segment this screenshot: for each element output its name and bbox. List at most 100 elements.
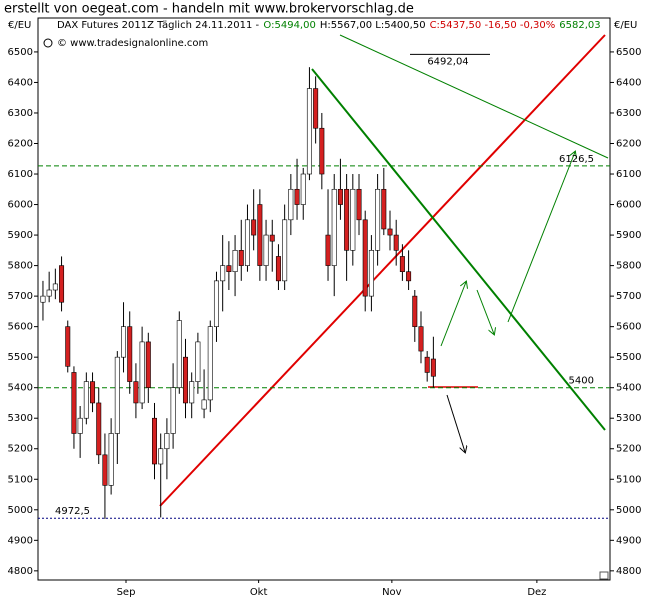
candle-body xyxy=(257,204,263,266)
candle-body xyxy=(127,326,133,382)
candle-body xyxy=(46,289,52,297)
y-tick-label: 5100 xyxy=(8,474,33,485)
candle-body xyxy=(344,188,350,251)
candle-body xyxy=(139,341,145,404)
resistance-trendline xyxy=(311,68,606,431)
candle-body xyxy=(393,234,399,251)
candle-body xyxy=(152,417,158,465)
x-tick-label: Nov xyxy=(382,587,402,598)
candle-body xyxy=(226,265,232,273)
candle-body xyxy=(189,381,195,404)
source: © www.tradesignalonline.com xyxy=(57,38,208,49)
y2-tick-label: 5900 xyxy=(616,230,641,241)
candle-body xyxy=(77,417,83,434)
candle-body xyxy=(418,326,424,352)
candle-body xyxy=(300,173,306,205)
candle-body xyxy=(375,188,381,251)
candle-body xyxy=(313,88,319,129)
candle-body xyxy=(207,326,213,401)
level-label: 4972,5 xyxy=(55,506,90,517)
candle-body xyxy=(182,356,188,404)
y2-tick-label: 6200 xyxy=(616,138,641,149)
candle-body xyxy=(306,88,312,175)
candle-body xyxy=(195,341,201,382)
candle-body xyxy=(263,234,269,266)
candle-body xyxy=(158,448,164,465)
y-tick-label: 6000 xyxy=(8,200,33,211)
candle-body xyxy=(65,326,71,367)
legend: DAX Futures 2011Z Täglich 24.11.2011 - O:… xyxy=(57,20,601,31)
candle-body xyxy=(201,399,207,410)
y-tick-label: 5000 xyxy=(8,505,33,516)
y2-tick-label: 4800 xyxy=(616,566,641,577)
candle-body xyxy=(40,295,46,303)
resize-handle xyxy=(599,571,609,580)
x-tick-label: Sep xyxy=(117,587,136,598)
y-tick-label: 5700 xyxy=(8,291,33,302)
candle-body xyxy=(71,372,77,434)
y2-tick-label: 5100 xyxy=(616,474,641,485)
candle-body xyxy=(170,387,176,434)
y2-tick-label: 5000 xyxy=(616,505,641,516)
arrow xyxy=(476,289,494,334)
candle-body xyxy=(319,127,325,175)
y2-tick-label: 5700 xyxy=(616,291,641,302)
y2-axis-label: €/EU xyxy=(614,20,637,31)
legend-part: H:5567,00 L:5400,50 xyxy=(320,20,426,31)
support-trendline xyxy=(159,34,606,507)
candle-body xyxy=(282,219,288,282)
fan-line xyxy=(339,34,609,159)
candle-body xyxy=(406,271,412,282)
candle-body xyxy=(96,402,102,456)
legend-part: DAX Futures 2011Z Täglich 24.11.2011 - xyxy=(57,20,260,31)
legend-line: DAX Futures 2011Z Täglich 24.11.2011 - O:… xyxy=(57,20,601,31)
y2-tick-label: 6000 xyxy=(616,200,641,211)
candle-body xyxy=(399,256,405,273)
candle-body xyxy=(251,219,257,236)
candle-body xyxy=(381,188,387,230)
candle-body xyxy=(133,381,139,404)
candle-body xyxy=(356,188,362,221)
candle-body xyxy=(90,381,96,404)
plot-frame xyxy=(37,17,611,581)
y2-tick-label: 5400 xyxy=(616,383,641,394)
candle-body xyxy=(362,219,368,297)
y-tick-label: 6200 xyxy=(8,138,33,149)
y2-tick-label: 5600 xyxy=(616,322,641,333)
candle-body xyxy=(387,228,393,236)
level-label: 6492,04 xyxy=(427,56,468,67)
candle-body xyxy=(164,433,170,450)
chart-title: erstellt von oegeat.com - handeln mit ww… xyxy=(4,2,414,17)
candle-body xyxy=(325,234,331,266)
level-label: 6126,5 xyxy=(559,154,594,165)
arrow xyxy=(446,394,465,452)
candle-body xyxy=(294,188,300,205)
candle-body xyxy=(220,265,226,282)
candle-body xyxy=(83,381,89,419)
candle-body xyxy=(232,250,238,273)
candle-body xyxy=(331,188,337,266)
candle-body xyxy=(176,320,182,388)
y-tick-label: 5300 xyxy=(8,413,33,424)
arrow xyxy=(507,152,575,323)
y2-tick-label: 5800 xyxy=(616,261,641,272)
y-tick-label: 5800 xyxy=(8,261,33,272)
y2-tick-label: 5200 xyxy=(616,444,641,455)
y-tick-label: 6300 xyxy=(8,108,33,119)
candle-body xyxy=(59,265,65,303)
level-label: 5400 xyxy=(569,376,594,387)
candle-body xyxy=(114,356,120,434)
legend-part: C:5437,50 -16,50 -0,30% xyxy=(430,20,556,31)
y-tick-label: 5400 xyxy=(8,383,33,394)
candle-body xyxy=(412,295,418,327)
candle-body xyxy=(213,280,219,327)
candle-body xyxy=(102,454,108,486)
copyright-icon xyxy=(43,38,53,48)
y2-tick-label: 6100 xyxy=(616,169,641,180)
y-tick-label: 6500 xyxy=(8,47,33,58)
candle-body xyxy=(269,234,275,242)
candle-body xyxy=(424,356,430,373)
candle-body xyxy=(275,256,281,282)
y2-tick-label: 5300 xyxy=(616,413,641,424)
